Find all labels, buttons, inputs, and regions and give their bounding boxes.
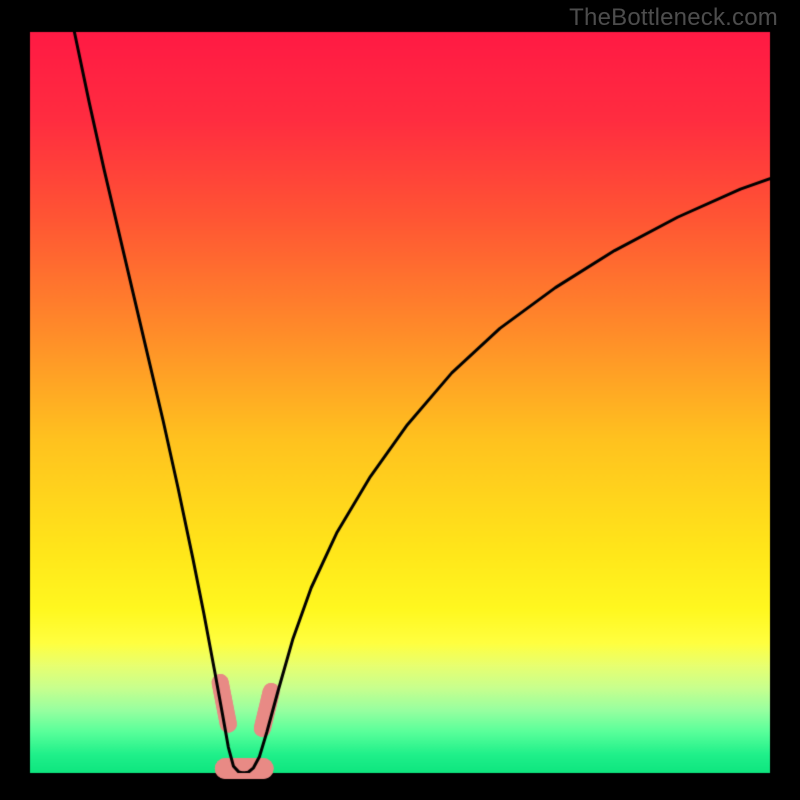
chart-container: TheBottleneck.com <box>0 0 800 800</box>
watermark-text: TheBottleneck.com <box>569 4 778 32</box>
bottleneck-chart-canvas <box>0 0 800 800</box>
